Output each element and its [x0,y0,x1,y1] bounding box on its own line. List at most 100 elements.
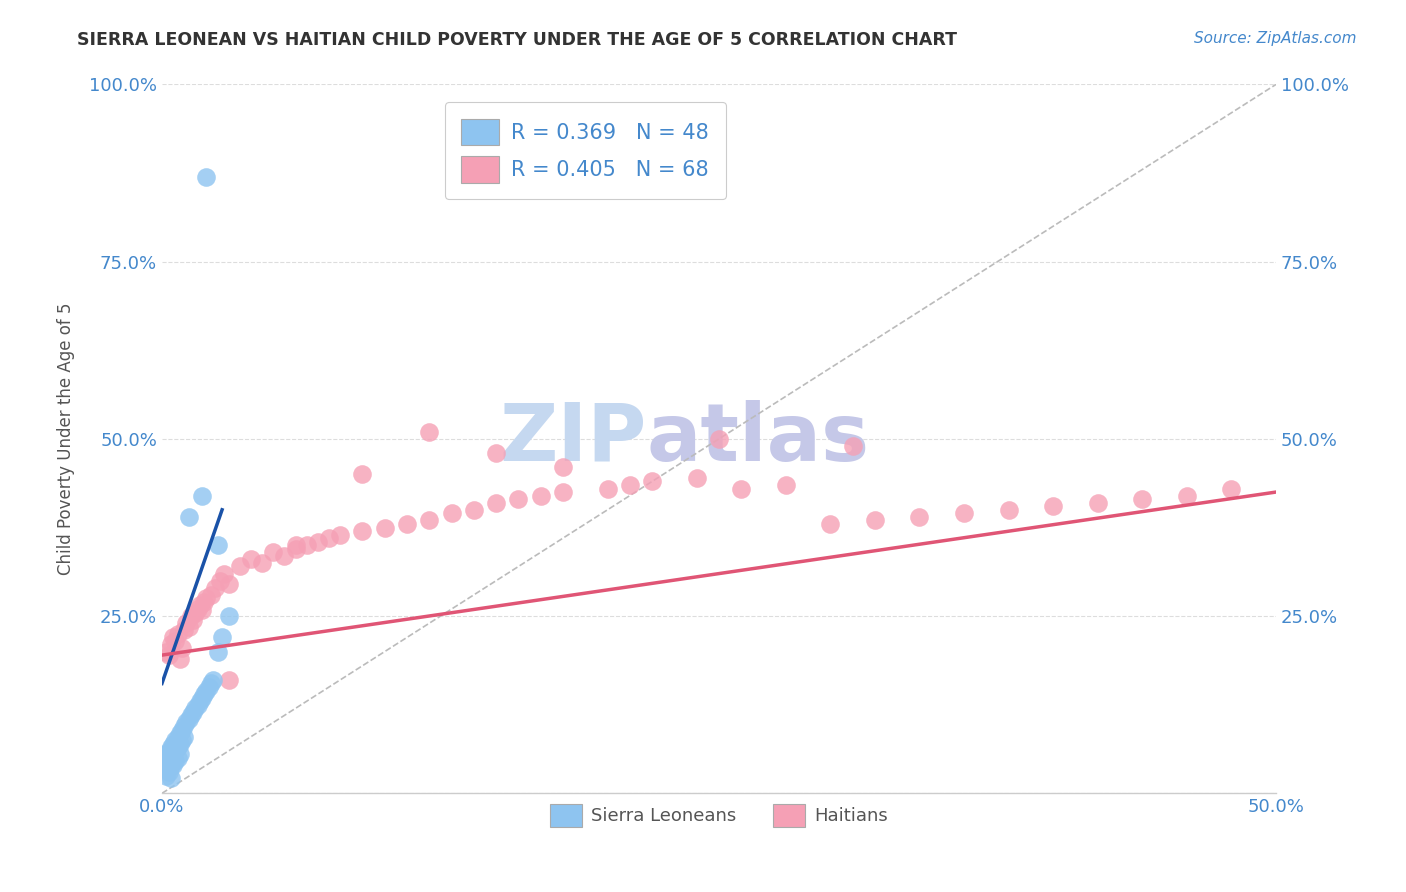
Point [250,556,273,570]
Point [685,471,707,485]
Point [318,531,340,545]
Point [908,509,931,524]
Point [530,489,553,503]
Point [596,482,619,496]
Point [170,733,193,747]
Point [187,602,209,616]
Point [863,513,886,527]
Point [195,591,218,606]
Point [157,648,180,662]
Point [193,687,215,701]
Point [953,506,976,520]
Point [170,723,193,737]
Point [184,701,207,715]
Point [284,538,307,552]
Point [184,606,207,620]
Point [485,446,508,460]
Point [195,169,218,184]
Point [551,485,574,500]
Point [418,513,440,527]
Point [160,740,183,755]
Point [207,644,229,658]
Point [218,673,240,687]
Point [295,538,318,552]
Point [157,744,180,758]
Point [191,489,214,503]
Point [214,566,236,581]
Point [165,634,187,648]
Point [188,694,211,708]
Point [165,744,187,758]
Point [173,730,195,744]
Text: Source: ZipAtlas.com: Source: ZipAtlas.com [1194,31,1357,46]
Point [177,509,200,524]
Point [1220,482,1243,496]
Point [173,719,195,733]
Point [170,640,193,655]
Point [180,609,202,624]
Point [820,516,842,531]
Point [177,620,200,634]
Point [162,737,184,751]
Point [155,769,177,783]
Point [207,538,229,552]
Point [155,762,177,776]
Point [374,520,396,534]
Point [176,616,198,631]
Point [191,603,214,617]
Point [1130,492,1153,507]
Point [160,771,183,785]
Point [169,726,191,740]
Point [176,715,198,730]
Point [153,751,176,765]
Point [193,595,215,609]
Point [169,747,191,762]
Point [169,737,191,751]
Text: atlas: atlas [647,400,870,478]
Point [165,733,187,747]
Point [166,627,188,641]
Point [197,680,219,694]
Point [180,708,202,723]
Point [165,755,187,769]
Point [730,482,752,496]
Point [707,432,730,446]
Point [352,524,374,538]
Point [262,545,284,559]
Point [619,478,641,492]
Point [157,765,180,780]
Point [160,759,183,773]
Point [187,698,209,712]
Point [440,506,463,520]
Point [485,496,508,510]
Point [188,599,211,613]
Point [1087,496,1109,510]
Point [208,574,231,588]
Point [202,673,225,687]
Point [166,730,188,744]
Text: SIERRA LEONEAN VS HAITIAN CHILD POVERTY UNDER THE AGE OF 5 CORRELATION CHART: SIERRA LEONEAN VS HAITIAN CHILD POVERTY … [77,31,957,49]
Point [1175,489,1198,503]
Point [204,581,226,595]
Point [155,747,177,762]
Point [329,527,352,541]
Point [162,631,184,645]
Point [273,549,295,563]
Point [229,559,252,574]
Point [153,758,176,772]
Point [162,747,184,762]
Point [307,534,329,549]
Point [284,541,307,556]
Point [155,644,177,658]
Point [641,475,664,489]
Point [775,478,797,492]
Point [195,683,218,698]
Point [551,460,574,475]
Point [181,705,204,719]
Point [218,577,240,591]
Point [218,609,240,624]
Point [1042,500,1064,514]
Point [173,624,195,638]
Point [160,751,183,765]
Point [169,651,191,665]
